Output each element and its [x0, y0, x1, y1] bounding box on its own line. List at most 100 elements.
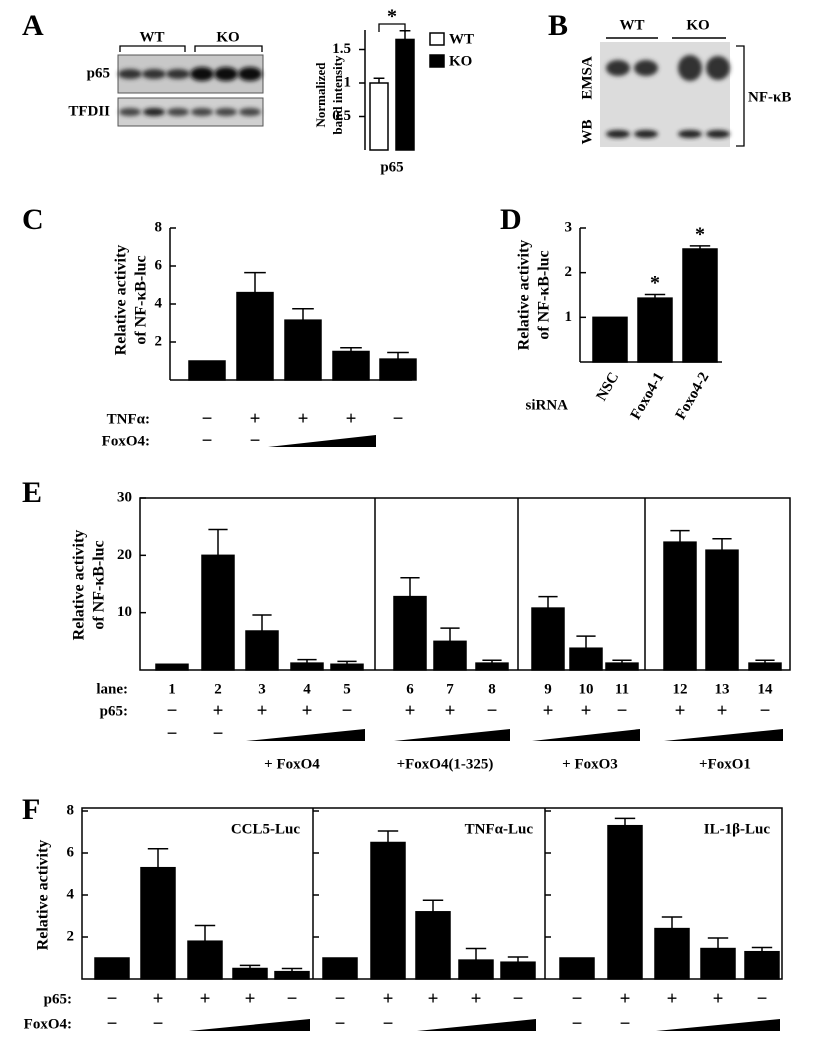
- bar: [332, 350, 370, 381]
- wedge: [532, 729, 640, 741]
- sign: +: [445, 700, 456, 721]
- bar: [415, 911, 451, 980]
- sign: −: [202, 408, 213, 429]
- series-title: IL-1β-Luc: [704, 821, 771, 837]
- wedge: [268, 435, 376, 447]
- legend-label: WT: [449, 31, 474, 47]
- band: [706, 130, 730, 138]
- x-tick-label: 4: [303, 681, 311, 697]
- x-tick-label: 12: [673, 681, 688, 697]
- error-bar: [644, 293, 666, 299]
- error-bar: [482, 659, 502, 664]
- sign: +: [405, 700, 416, 721]
- y-tick-label: 2: [155, 333, 163, 349]
- error-bar: [614, 817, 636, 826]
- row-label: FoxO4:: [102, 433, 150, 449]
- sign: +: [200, 988, 211, 1009]
- y-tick-label: 6: [67, 844, 75, 860]
- annotation: *: [387, 6, 397, 28]
- error-bar: [661, 916, 683, 929]
- error-bar: [337, 660, 357, 665]
- bar: [322, 957, 358, 980]
- y-axis-label: Relative activity: [35, 840, 52, 951]
- bar: [290, 662, 324, 671]
- error-bar: [387, 351, 409, 360]
- sign: +: [675, 700, 686, 721]
- sign: +: [428, 988, 439, 1009]
- bar: [188, 360, 226, 381]
- band: [214, 67, 238, 81]
- y-tick-label: 4: [67, 886, 75, 902]
- bar: [433, 640, 467, 671]
- sign: −: [335, 988, 346, 1009]
- sign: −: [617, 700, 628, 721]
- bar: [330, 663, 364, 671]
- bracket-label: NF-κB: [748, 89, 791, 105]
- row-label: TNFα:: [107, 411, 150, 427]
- bar: [379, 358, 417, 381]
- group-label: +FoxO1: [699, 756, 751, 772]
- band: [634, 130, 658, 138]
- x-tick-label: Foxo4-2: [673, 370, 713, 423]
- sign: −: [167, 700, 178, 721]
- blot: [117, 97, 264, 127]
- band: [634, 60, 658, 76]
- panel-label: A: [22, 9, 44, 42]
- y-tick-label: 2: [565, 264, 573, 280]
- sign: −: [202, 430, 213, 451]
- row-label: FoxO4:: [24, 1016, 72, 1032]
- sign: +: [717, 700, 728, 721]
- x-tick-label: 3: [258, 681, 266, 697]
- bar: [94, 957, 130, 980]
- group-label: KO: [216, 29, 239, 45]
- band: [191, 108, 213, 116]
- error-bar: [670, 529, 690, 543]
- error-bar: [707, 937, 729, 949]
- sign: −: [107, 1013, 118, 1034]
- bar: [654, 927, 690, 980]
- error-bar: [377, 830, 399, 843]
- sign: −: [383, 1013, 394, 1034]
- bar: [531, 607, 565, 671]
- sign: −: [213, 723, 224, 744]
- x-tick-label: p65: [380, 159, 403, 175]
- x-tick-label: NSC: [594, 370, 623, 404]
- bar: [637, 297, 673, 363]
- band: [119, 108, 141, 116]
- wedge: [664, 729, 783, 741]
- panel-label: E: [22, 476, 42, 509]
- bar: [187, 940, 223, 980]
- row-label: siRNA: [525, 397, 568, 413]
- band: [215, 108, 237, 116]
- annotation: *: [650, 272, 660, 294]
- band: [239, 108, 261, 116]
- panel-label: C: [22, 203, 44, 236]
- legend-swatch: [429, 54, 445, 68]
- y-tick-label: 4: [155, 295, 163, 311]
- band: [678, 55, 702, 81]
- group-label: WT: [139, 29, 164, 45]
- y-axis-label: Normalized: [313, 62, 328, 128]
- bar: [369, 82, 389, 151]
- group-label: WT: [619, 17, 644, 33]
- y-axis-label: Relative activity: [113, 245, 130, 356]
- bar: [370, 841, 406, 980]
- error-bar: [252, 614, 272, 632]
- x-tick-label: 7: [446, 681, 454, 697]
- wedge: [189, 1019, 310, 1031]
- sign: +: [298, 408, 309, 429]
- legend-swatch: [429, 32, 445, 46]
- bar: [393, 595, 427, 671]
- sign: −: [335, 1013, 346, 1034]
- sign: +: [713, 988, 724, 1009]
- bar: [682, 248, 718, 363]
- y-tick-label: 20: [117, 547, 132, 563]
- sign: +: [250, 408, 261, 429]
- row-label: p65:: [44, 991, 72, 1007]
- error-bar: [239, 964, 261, 969]
- bar: [592, 316, 628, 363]
- band: [143, 108, 165, 116]
- sign: −: [342, 700, 353, 721]
- x-tick-label: Foxo4-1: [628, 370, 668, 423]
- panel-label: F: [22, 793, 40, 826]
